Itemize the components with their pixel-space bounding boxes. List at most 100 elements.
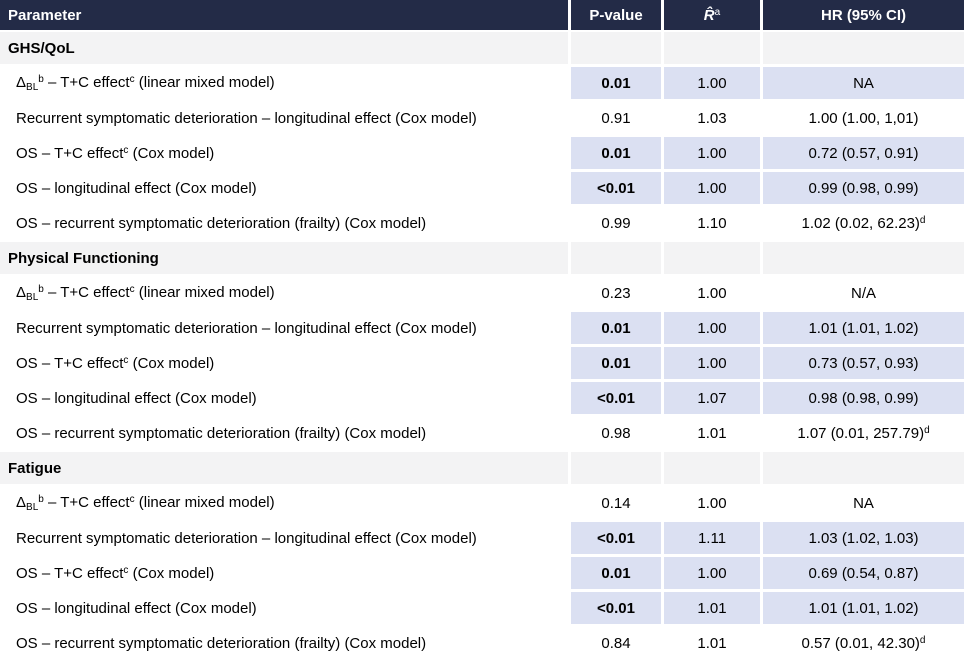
r-hat-cell: 1.07 [661,382,760,417]
param-subscript: BL [26,501,39,513]
section-row: Fatigue [0,452,964,487]
section-title: GHS/QoL [0,32,568,67]
table-row: Recurrent symptomatic deterioration – lo… [0,102,964,137]
hr-ci-text: N/A [850,284,876,302]
hr-ci-text: 0.73 (0.57, 0.93) [808,354,919,372]
section-empty-cell [568,452,661,487]
param-superscript: b [38,493,44,505]
param-text: Δ [16,283,27,301]
header-r-hat: R̂a [661,0,760,32]
param-text: (Cox model) [128,354,215,372]
param-text: OS – longitudinal effect (Cox model) [16,179,257,197]
param-subscript: BL [26,81,39,93]
table-row: OS – longitudinal effect (Cox model) <0.0… [0,382,964,417]
param-superscript: b [38,73,44,85]
r-hat-cell: 1.01 [661,592,760,627]
hr-ci-text: 0.57 (0.01, 42.30) [801,634,920,652]
section-empty-cell [568,32,661,67]
hr-ci-cell: 0.72 (0.57, 0.91) [760,137,964,172]
table-row: OS – longitudinal effect (Cox model) <0.0… [0,592,964,627]
param-superscript: c [123,144,129,156]
hr-ci-text: NA [853,74,874,92]
table-row: Recurrent symptomatic deterioration – lo… [0,312,964,347]
param-text: (linear mixed model) [134,493,275,511]
parameter-cell: ΔBLb – T+C effectc (linear mixed model) [0,67,568,102]
param-text: OS – T+C effect [16,354,124,372]
section-empty-cell [760,32,964,67]
header-row: Parameter P-value R̂a HR (95% CI) [0,0,964,32]
hr-ci-text: NA [853,494,874,512]
p-value-cell: 0.01 [568,312,661,347]
r-hat-cell: 1.00 [661,277,760,312]
param-text: Recurrent symptomatic deterioration – lo… [16,319,477,337]
section-empty-cell [568,242,661,277]
hr-ci-text: 1.02 (0.02, 62.23) [801,214,920,232]
p-value-cell: 0.84 [568,627,661,662]
footnote-marker-d: d [919,634,926,646]
hr-ci-cell: 1.03 (1.02, 1.03) [760,522,964,557]
hr-ci-cell: 1.00 (1.00, 1,01) [760,102,964,137]
parameter-cell: OS – T+C effectc (Cox model) [0,137,568,172]
parameter-cell: OS – longitudinal effect (Cox model) [0,382,568,417]
p-value-cell: <0.01 [568,522,661,557]
r-hat-symbol: R̂ [703,6,715,24]
param-text: Recurrent symptomatic deterioration – lo… [16,529,477,547]
table-row: Recurrent symptomatic deterioration – lo… [0,522,964,557]
r-hat-cell: 1.00 [661,172,760,207]
hr-ci-text: 1.03 (1.02, 1.03) [808,529,919,547]
table-row: OS – longitudinal effect (Cox model) <0.0… [0,172,964,207]
r-hat-cell: 1.01 [661,627,760,662]
r-hat-cell: 1.10 [661,207,760,242]
hr-ci-text: 0.98 (0.98, 0.99) [808,389,919,407]
r-hat-cell: 1.01 [661,417,760,452]
param-superscript: c [129,283,135,295]
parameter-cell: OS – recurrent symptomatic deterioration… [0,627,568,662]
table-row: OS – recurrent symptomatic deterioration… [0,417,964,452]
r-hat-cell: 1.00 [661,312,760,347]
param-superscript: c [129,493,135,505]
table-row: ΔBLb – T+C effectc (linear mixed model) 0… [0,487,964,522]
r-hat-cell: 1.00 [661,347,760,382]
header-hr-ci: HR (95% CI) [760,0,964,32]
hr-ci-cell: 0.57 (0.01, 42.30)d [760,627,964,662]
param-superscript: c [123,564,129,576]
hr-ci-text: 1.01 (1.01, 1.02) [808,599,919,617]
param-text: Δ [16,73,27,91]
param-text: (linear mixed model) [134,73,275,91]
hr-ci-cell: 1.07 (0.01, 257.79)d [760,417,964,452]
p-value-cell: 0.14 [568,487,661,522]
parameter-cell: OS – recurrent symptomatic deterioration… [0,417,568,452]
param-superscript: c [123,354,129,366]
hr-ci-cell: 1.01 (1.01, 1.02) [760,312,964,347]
parameter-cell: ΔBLb – T+C effectc (linear mixed model) [0,487,568,522]
p-value-cell: 0.01 [568,67,661,102]
section-title: Fatigue [0,452,568,487]
r-hat-cell: 1.11 [661,522,760,557]
section-empty-cell [661,32,760,67]
parameter-cell: OS – T+C effectc (Cox model) [0,347,568,382]
param-text: – T+C effect [43,283,130,301]
section-empty-cell [760,242,964,277]
table-row: ΔBLb – T+C effectc (linear mixed model) 0… [0,277,964,312]
param-text: (Cox model) [128,144,215,162]
param-text: Recurrent symptomatic deterioration – lo… [16,109,477,127]
hr-ci-cell: 0.99 (0.98, 0.99) [760,172,964,207]
p-value-cell: 0.01 [568,557,661,592]
section-row: Physical Functioning [0,242,964,277]
r-hat-cell: 1.00 [661,137,760,172]
p-value-cell: 0.98 [568,417,661,452]
hr-ci-cell: 0.98 (0.98, 0.99) [760,382,964,417]
hr-ci-cell: N/A [760,277,964,312]
table-row: OS – recurrent symptomatic deterioration… [0,627,964,662]
parameter-cell: Recurrent symptomatic deterioration – lo… [0,312,568,347]
parameter-cell: OS – T+C effectc (Cox model) [0,557,568,592]
hr-ci-text: 0.69 (0.54, 0.87) [808,564,919,582]
table-row: ΔBLb – T+C effectc (linear mixed model) 0… [0,67,964,102]
param-subscript: BL [26,291,39,303]
hr-ci-cell: 0.69 (0.54, 0.87) [760,557,964,592]
parameter-cell: ΔBLb – T+C effectc (linear mixed model) [0,277,568,312]
p-value-cell: 0.23 [568,277,661,312]
hr-ci-cell: NA [760,67,964,102]
hr-ci-text: 0.99 (0.98, 0.99) [808,179,919,197]
p-value-cell: <0.01 [568,592,661,627]
